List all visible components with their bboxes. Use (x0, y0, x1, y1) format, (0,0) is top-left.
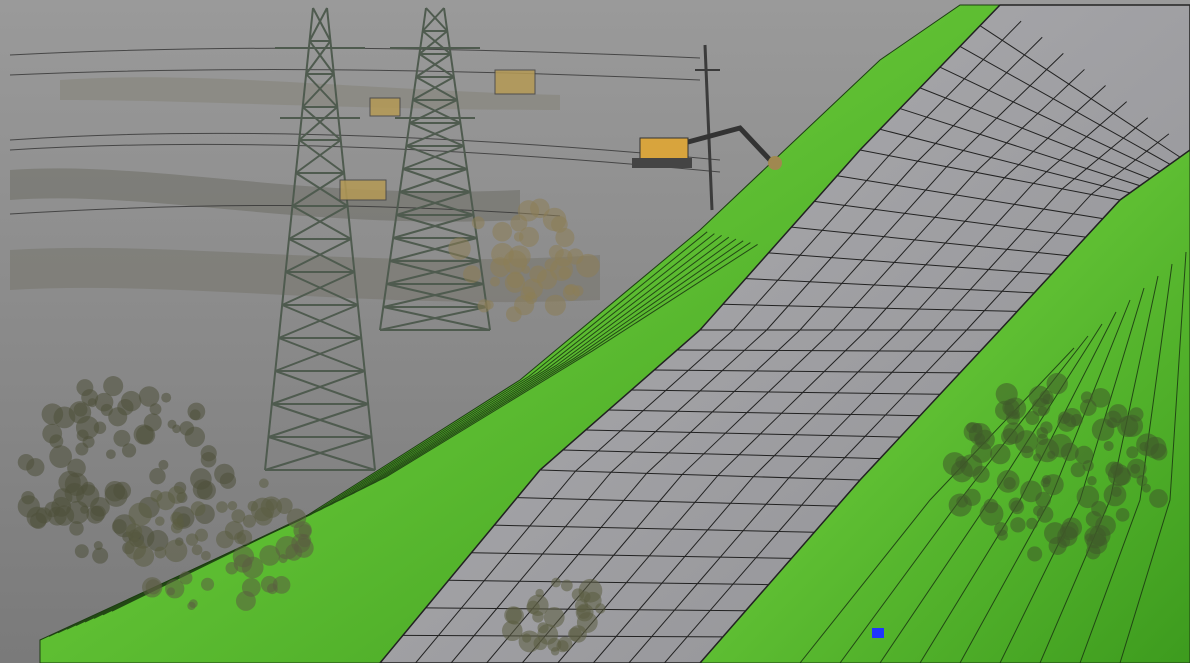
road-grid-line (517, 497, 838, 507)
road-lane-line (415, 20, 1022, 663)
road-mesh-grid (402, 20, 1181, 663)
road-lane-line (628, 117, 1149, 663)
road-lane-line (664, 133, 1170, 663)
road-grid-line (562, 449, 881, 460)
excavator (632, 125, 782, 170)
road-grid-line (471, 552, 792, 559)
road-grid-line (494, 524, 815, 533)
tree (124, 478, 314, 611)
road-surface (379, 4, 1190, 663)
road-lane-line (592, 101, 1127, 663)
road-lane-line (486, 52, 1064, 663)
tree (942, 372, 1168, 562)
road-grid-line (745, 278, 1035, 294)
road-grid-line (608, 409, 921, 417)
road-grid-line (837, 175, 1103, 220)
road-grid-line (859, 149, 1121, 201)
road-grid-line (899, 108, 1141, 187)
contour-line (1119, 251, 1187, 663)
tree (17, 376, 237, 564)
road-grid-line (677, 349, 981, 352)
road-grid-line (979, 25, 1181, 158)
road-lane-line (450, 36, 1043, 663)
road-grid-line (814, 200, 1086, 238)
transmission-towers (264, 7, 491, 471)
road-grid-line (959, 45, 1171, 165)
power-lines (9, 47, 721, 217)
trees (17, 198, 1168, 656)
road-grid-line (939, 66, 1161, 172)
road-grid-line (919, 87, 1151, 180)
construction-equipment (339, 69, 536, 201)
road-grid-line (585, 429, 901, 438)
road-grid-line (539, 469, 861, 481)
road-grid-line (654, 369, 961, 374)
contour-line (1079, 263, 1173, 663)
road-grid-line (722, 303, 1018, 312)
utility-pole (695, 44, 720, 211)
road-lane-line (521, 69, 1085, 663)
blue-marker (872, 628, 884, 638)
road-grid-line (448, 579, 769, 586)
tree (448, 198, 600, 323)
road-grid-line (402, 634, 723, 638)
road-grid-line (879, 128, 1131, 194)
road-lane-line (557, 85, 1106, 663)
contour-line (111, 243, 758, 612)
transmission-tower (379, 7, 491, 331)
road-grid-line (791, 226, 1069, 257)
contour-line (799, 347, 1075, 663)
transmission-tower (264, 7, 376, 471)
road-grid-line (631, 389, 941, 395)
road-grid-line (768, 252, 1052, 275)
tree (501, 577, 606, 656)
